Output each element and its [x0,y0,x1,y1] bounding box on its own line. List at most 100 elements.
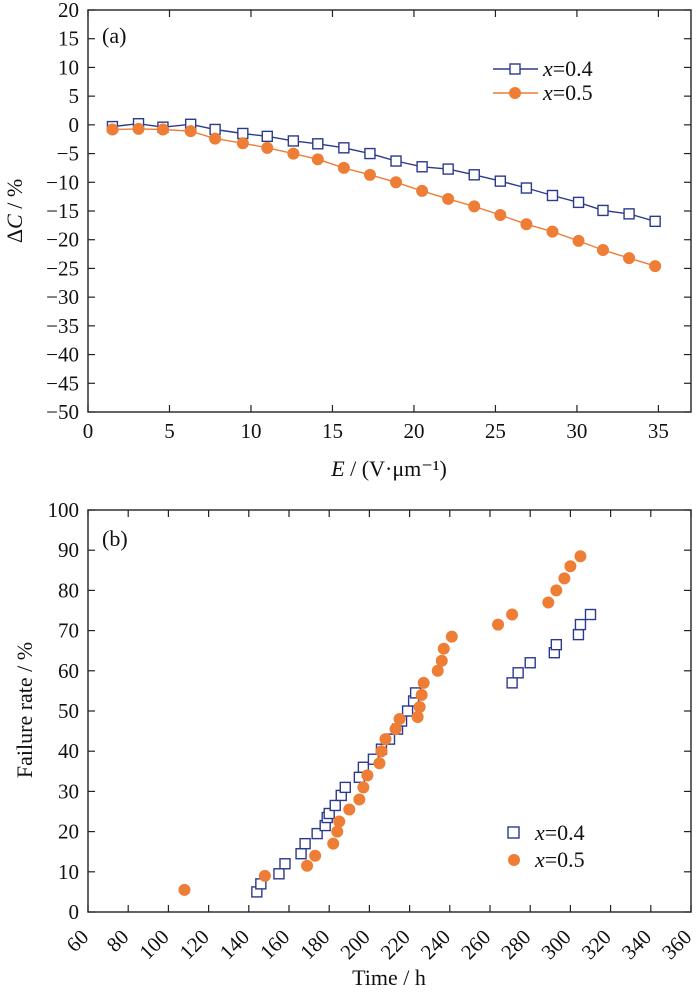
axis-ticks-b: 60 80 100 120 140 160 180 200 220 240 260 280 300 320… [48,498,697,964]
x-tick-label-a: 10 [240,419,261,443]
data-point-a-04-13 [442,163,454,175]
y-tick-label-a: 15 [58,27,79,51]
series-line-a-0 [112,122,656,222]
data-point-b-05-21 [435,654,448,667]
data-point-b-04-2 [273,868,285,880]
x-tick-label-a: 0 [83,419,94,443]
data-point-b-05-3 [309,849,322,862]
y-tick-label-b: 10 [58,860,79,884]
x-tick-label-b: 160 [255,925,294,964]
data-point-a-05-12 [416,184,429,197]
y-tick-label-a: −30 [46,285,79,309]
x-tick-label-a: 35 [648,419,669,443]
data-point-b-04-23 [506,677,518,689]
data-point-a-05-3 [184,125,197,138]
x-tick-label-b: 360 [657,925,696,964]
data-point-a-05-4 [209,132,222,145]
data-point-a-04-5 [237,127,249,140]
legend-marker-x05-a [509,87,521,99]
plot-frame-b [87,509,692,913]
y-tick-label-a: −35 [46,314,79,338]
data-marks-b [178,550,597,898]
chart-panel-b: 60 80 100 120 140 160 180 200 220 240 260 280 300 320… [12,498,696,990]
data-point-b-04-3 [279,858,291,870]
data-point-b-04-10 [329,799,341,812]
x-tick-label-b: 320 [577,925,616,964]
data-point-a-05-1 [132,122,145,135]
data-point-a-04-11 [390,155,402,167]
data-point-b-05-20 [431,664,444,677]
y-tick-label-b: 60 [58,659,79,683]
data-point-a-05-20 [623,252,636,265]
x-tick-label-a: 5 [164,419,175,443]
data-point-b-04-28 [572,628,585,641]
data-point-b-05-28 [558,572,571,585]
data-point-b-05-4 [327,837,340,850]
axis-ticks-a: 0 5 10 15 20 25 30 35 20 15 10 5 0 −5 −10 −15 −20 −25 −30 −… [46,0,691,443]
data-point-b-05-16 [411,711,424,724]
data-point-a-05-6 [261,141,274,154]
data-point-a-04-16 [520,182,533,194]
y-tick-label-a: −40 [46,343,79,367]
data-point-a-05-11 [390,176,403,189]
data-point-a-05-8 [311,153,324,166]
series-line-a-1 [112,128,656,267]
panel-label-a: (a) [102,23,126,48]
y-tick-label-b: 100 [48,498,80,522]
data-point-a-05-5 [236,137,249,150]
y-tick-label-a: −25 [46,256,79,280]
data-point-b-05-17 [413,700,426,713]
data-point-a-05-19 [596,244,609,257]
y-tick-label-a: −10 [46,170,79,194]
data-point-b-05-12 [375,745,388,758]
x-tick-label-b: 200 [335,925,374,964]
data-point-a-04-15 [494,175,507,187]
data-point-a-04-6 [261,130,273,143]
legend-a: x=0.4 x=0.5 [493,56,593,105]
data-point-a-04-7 [287,135,300,147]
legend-label-x05-b: x=0.5 [534,847,585,872]
data-point-b-05-22 [437,642,450,655]
data-point-b-04-24 [512,667,524,679]
x-tick-label-b: 60 [61,925,93,957]
data-point-b-05-8 [353,793,366,806]
data-point-b-05-19 [417,676,430,689]
x-tick-label-b: 140 [215,925,254,964]
legend-marker-x04-a [509,63,521,75]
x-tick-label-b: 220 [376,925,415,964]
data-point-a-05-21 [649,260,662,273]
x-tick-label-b: 180 [295,925,334,964]
data-point-a-05-7 [287,147,300,160]
y-tick-label-b: 0 [69,900,80,924]
data-point-a-04-14 [468,169,480,181]
data-point-a-04-8 [312,138,324,150]
data-point-b-04-6 [311,827,323,840]
y-tick-label-a: 10 [58,55,79,79]
data-point-a-05-10 [363,168,376,181]
panel-label-b: (b) [102,526,128,551]
data-point-b-04-27 [550,638,563,651]
y-tick-label-b: 40 [58,739,79,763]
data-point-b-05-18 [415,688,428,701]
data-point-b-05-27 [550,584,563,597]
data-point-a-04-20 [623,208,635,220]
y-tick-label-a: −50 [46,400,79,424]
x-axis-label-b: Time / h [352,965,426,990]
legend-label-x04-a: x=0.4 [542,56,593,81]
x-tick-label-b: 240 [416,925,455,964]
x-axis-label-a: E / (V·μm⁻¹) [330,456,447,481]
data-point-b-04-5 [299,837,311,850]
x-tick-label-b: 80 [102,925,134,957]
chart-panel-a: 0 5 10 15 20 25 30 35 20 15 10 5 0 −5 −10 −15 −20 −25 −30 −… [2,0,692,481]
data-point-b-05-13 [379,733,392,746]
y-tick-label-a: −15 [46,199,79,223]
data-point-a-05-18 [572,234,585,247]
data-point-b-04-4 [295,848,307,860]
data-point-b-05-25 [506,608,519,621]
y-tick-label-b: 30 [58,779,79,803]
data-point-b-05-1 [258,869,271,882]
data-point-b-05-7 [343,803,356,816]
y-tick-label-b: 90 [58,538,79,562]
data-point-b-04-12 [339,781,351,794]
